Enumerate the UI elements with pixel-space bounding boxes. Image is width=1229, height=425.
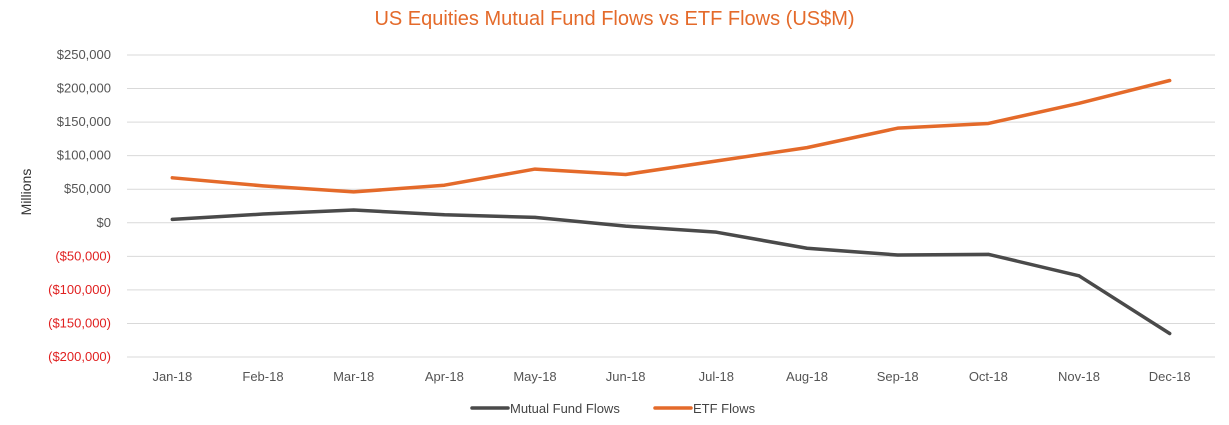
y-axis-title: Millions: [18, 169, 34, 216]
data-point: [442, 213, 446, 217]
data-point: [986, 252, 990, 256]
data-point: [1168, 79, 1172, 83]
y-tick-label: $150,000: [57, 114, 111, 129]
data-point: [533, 167, 537, 171]
y-tick-label: $250,000: [57, 47, 111, 62]
y-tick-label: ($200,000): [48, 349, 111, 364]
y-tick-label: ($100,000): [48, 282, 111, 297]
y-tick-label: ($150,000): [48, 315, 111, 330]
x-tick-label: Dec-18: [1149, 369, 1191, 384]
x-tick-label: Jul-18: [699, 369, 734, 384]
data-point: [352, 208, 356, 212]
data-point: [986, 121, 990, 125]
data-point: [170, 217, 174, 221]
y-tick-label: $100,000: [57, 148, 111, 163]
y-tick-label: $50,000: [64, 181, 111, 196]
legend-label: ETF Flows: [693, 401, 756, 416]
series-line-etf-flows: [170, 78, 1172, 194]
y-tick-label: ($50,000): [55, 248, 111, 263]
data-point: [170, 176, 174, 180]
data-point: [442, 183, 446, 187]
x-tick-label: Oct-18: [969, 369, 1008, 384]
data-point: [714, 159, 718, 163]
data-point: [896, 253, 900, 257]
data-point: [1077, 101, 1081, 105]
data-point: [805, 146, 809, 150]
data-point: [1168, 332, 1172, 336]
legend-label: Mutual Fund Flows: [510, 401, 620, 416]
data-point: [805, 246, 809, 250]
x-tick-label: Nov-18: [1058, 369, 1100, 384]
x-tick-label: May-18: [513, 369, 556, 384]
data-point: [624, 224, 628, 228]
y-tick-label: $0: [97, 215, 111, 230]
chart-title: US Equities Mutual Fund Flows vs ETF Flo…: [374, 8, 855, 30]
data-point: [261, 212, 265, 216]
y-tick-label: $200,000: [57, 81, 111, 96]
data-point: [714, 230, 718, 234]
x-tick-label: Jan-18: [152, 369, 192, 384]
data-point: [352, 190, 356, 194]
x-tick-label: Feb-18: [242, 369, 283, 384]
x-tick-label: Aug-18: [786, 369, 828, 384]
data-point: [896, 126, 900, 130]
data-point: [533, 215, 537, 219]
data-point: [624, 172, 628, 176]
data-point: [261, 184, 265, 188]
data-point: [1077, 274, 1081, 278]
x-tick-label: Apr-18: [425, 369, 464, 384]
x-tick-label: Mar-18: [333, 369, 374, 384]
x-tick-label: Sep-18: [877, 369, 919, 384]
x-tick-label: Jun-18: [606, 369, 646, 384]
series-line-mutual-fund-flows: [170, 208, 1172, 336]
